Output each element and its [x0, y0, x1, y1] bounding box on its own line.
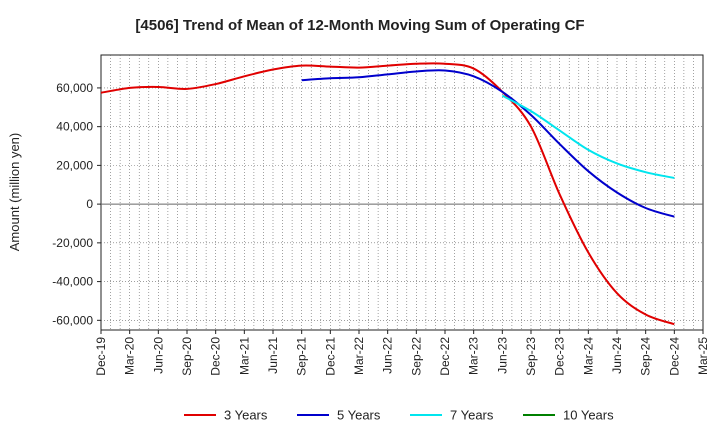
y-axis-label: Amount (million yen) — [7, 133, 22, 252]
series-lines — [100, 62, 675, 326]
x-axis: Dec-19 Mar-20 Jun-20 Sep-20 Dec-20 Mar-21 Jun-… — [94, 330, 710, 376]
series-line-3-years — [100, 62, 675, 326]
x-tick-label: Sep-20 — [180, 337, 194, 376]
x-tick-label: Sep-23 — [524, 337, 538, 376]
series-line-7-years — [501, 94, 675, 179]
y-tick-label: 40,000 — [56, 120, 93, 134]
x-tick-label: Sep-24 — [639, 337, 653, 376]
x-tick-label: Jun-20 — [151, 337, 165, 374]
chart-title: [4506] Trend of Mean of 12-Month Moving … — [135, 17, 584, 34]
x-tick-label: Mar-24 — [581, 337, 595, 375]
x-tick-label: Dec-22 — [438, 337, 452, 376]
y-tick-label: 60,000 — [56, 81, 93, 95]
legend-label: 5 Years — [337, 408, 381, 423]
x-tick-label: Mar-20 — [123, 337, 137, 375]
x-tick-label: Mar-23 — [467, 337, 481, 375]
y-tick-label: -60,000 — [52, 313, 93, 327]
y-axis: -60,000 -40,000 -20,000 0 20,000 40,000 60,000 — [52, 81, 101, 327]
x-tick-label: Sep-22 — [409, 337, 423, 376]
x-tick-label: Dec-19 — [94, 337, 108, 376]
y-tick-label: -20,000 — [52, 236, 93, 250]
x-tick-label: Mar-25 — [696, 337, 710, 375]
x-tick-label: Jun-21 — [266, 337, 280, 374]
x-tick-label: Dec-23 — [553, 337, 567, 376]
plot-area — [100, 54, 704, 331]
legend-label: 7 Years — [450, 408, 494, 423]
x-tick-label: Jun-23 — [495, 337, 509, 374]
x-tick-label: Dec-21 — [323, 337, 337, 376]
y-tick-label: 20,000 — [56, 158, 93, 172]
y-tick-label: 0 — [86, 197, 93, 211]
x-tick-label: Dec-20 — [209, 337, 223, 376]
grid — [101, 55, 703, 330]
x-tick-label: Jun-24 — [610, 337, 624, 374]
legend-label: 3 Years — [224, 408, 268, 423]
series-line-5-years — [301, 69, 675, 218]
x-tick-label: Mar-21 — [237, 337, 251, 375]
legend: 3 Years 5 Years 7 Years 10 Years — [184, 408, 614, 423]
x-tick-label: Mar-22 — [352, 337, 366, 375]
legend-label: 10 Years — [563, 408, 614, 423]
y-tick-label: -40,000 — [52, 275, 93, 289]
x-tick-label: Jun-22 — [381, 337, 395, 374]
x-tick-label: Dec-24 — [667, 337, 681, 376]
x-tick-label: Sep-21 — [295, 337, 309, 376]
